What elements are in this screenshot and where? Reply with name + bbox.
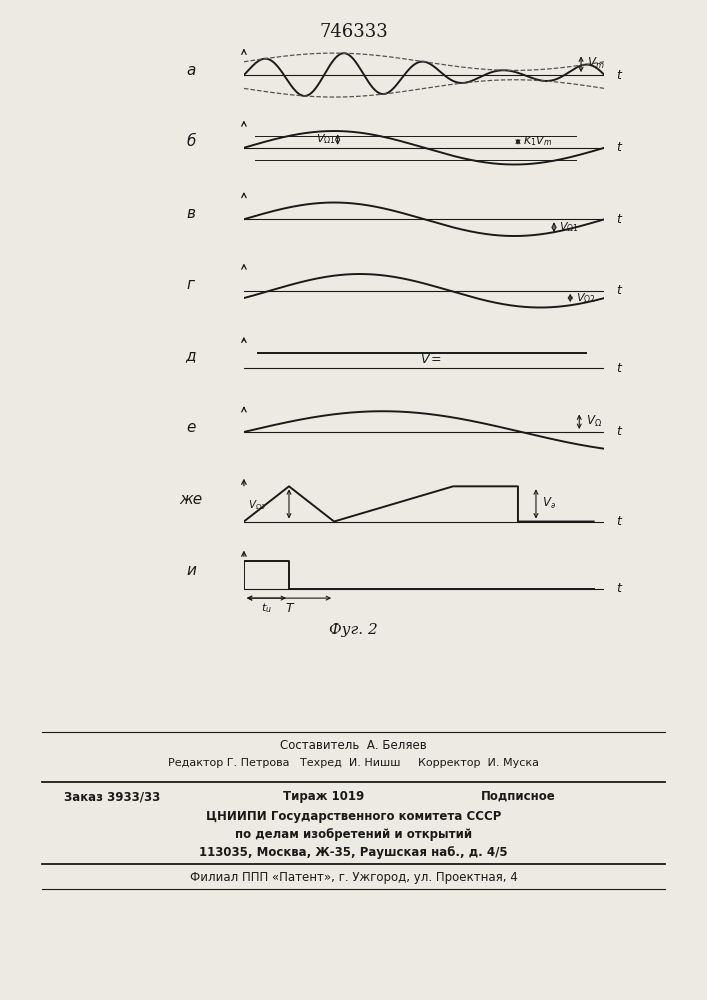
Text: $V_\partial$: $V_\partial$ bbox=[542, 496, 556, 511]
Text: Тираж 1019: Тираж 1019 bbox=[283, 790, 364, 803]
Text: 113035, Москва, Ж-35, Раушская наб., д. 4/5: 113035, Москва, Ж-35, Раушская наб., д. … bbox=[199, 846, 508, 859]
Text: t: t bbox=[616, 425, 621, 438]
Text: $V_{\Omega\partial}$: $V_{\Omega\partial}$ bbox=[247, 498, 266, 512]
Text: а: а bbox=[186, 63, 196, 78]
Text: t: t bbox=[616, 284, 621, 297]
Text: $V_m$: $V_m$ bbox=[588, 56, 604, 71]
Text: t: t bbox=[616, 582, 621, 595]
Text: д: д bbox=[186, 349, 196, 364]
Text: 746333: 746333 bbox=[319, 23, 388, 41]
Text: Редактор Г. Петрова   Техред  И. Нишш     Корректор  И. Муска: Редактор Г. Петрова Техред И. Нишш Корре… bbox=[168, 758, 539, 768]
Text: t: t bbox=[616, 362, 621, 375]
Text: по делам изобретений и открытий: по делам изобретений и открытий bbox=[235, 828, 472, 841]
Text: t: t bbox=[616, 141, 621, 154]
Text: $V_{\Omega 1}$: $V_{\Omega 1}$ bbox=[316, 133, 336, 146]
Text: и: и bbox=[186, 563, 196, 578]
Text: $t_u$: $t_u$ bbox=[261, 602, 272, 615]
Text: г: г bbox=[187, 277, 195, 292]
Text: ЦНИИПИ Государственного комитета СССР: ЦНИИПИ Государственного комитета СССР bbox=[206, 810, 501, 823]
Text: T: T bbox=[285, 602, 293, 615]
Text: $K_1 V_m$: $K_1 V_m$ bbox=[523, 134, 553, 148]
Text: б: б bbox=[186, 134, 196, 149]
Text: t: t bbox=[616, 69, 621, 82]
Text: t: t bbox=[616, 515, 621, 528]
Text: Заказ 3933/33: Заказ 3933/33 bbox=[64, 790, 160, 803]
Text: t: t bbox=[616, 213, 621, 226]
Text: е: е bbox=[186, 420, 196, 435]
Text: в: в bbox=[187, 206, 195, 221]
Text: же: же bbox=[180, 492, 202, 507]
Text: $V_{\Omega 2}$: $V_{\Omega 2}$ bbox=[575, 291, 595, 305]
Text: $V=$: $V=$ bbox=[420, 353, 443, 366]
Text: Филиал ППП «Патент», г. Ужгород, ул. Проектная, 4: Филиал ППП «Патент», г. Ужгород, ул. Про… bbox=[189, 871, 518, 884]
Text: Подписное: Подписное bbox=[481, 790, 556, 803]
Text: Составитель  А. Беляев: Составитель А. Беляев bbox=[280, 739, 427, 752]
Text: $V_{\Omega 1}$: $V_{\Omega 1}$ bbox=[559, 220, 579, 234]
Text: $V_{\Omega}$: $V_{\Omega}$ bbox=[585, 414, 602, 429]
Text: Фуг. 2: Фуг. 2 bbox=[329, 623, 378, 637]
